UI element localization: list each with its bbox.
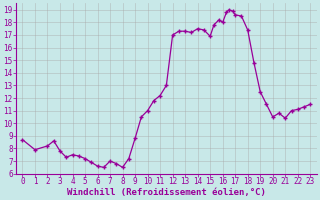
X-axis label: Windchill (Refroidissement éolien,°C): Windchill (Refroidissement éolien,°C) [67, 188, 266, 197]
